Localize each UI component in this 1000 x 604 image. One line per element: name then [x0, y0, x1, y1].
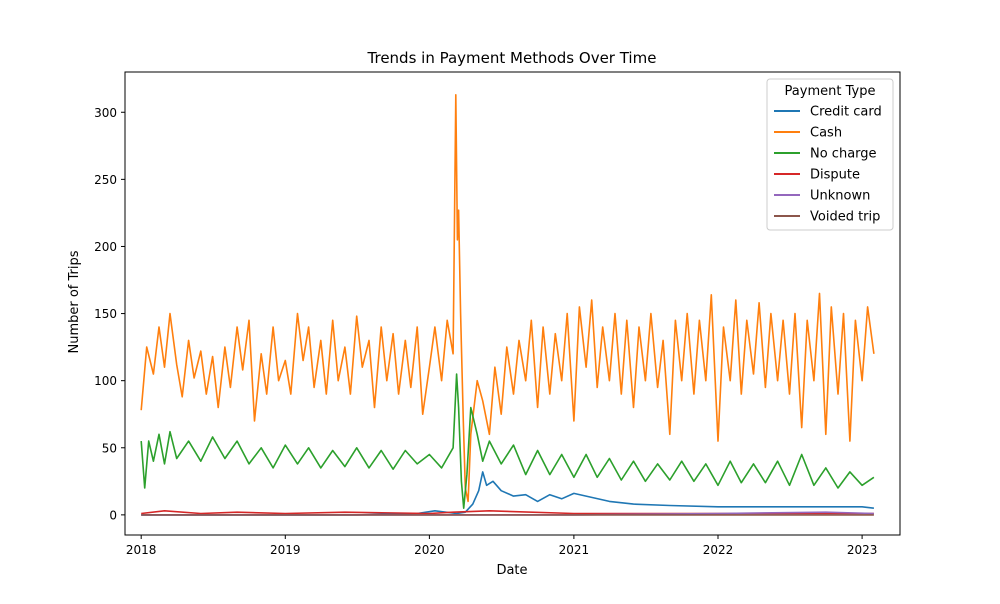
legend-label-dispute: Dispute — [810, 168, 860, 183]
y-tick-label: 0 — [109, 508, 117, 522]
x-tick-label: 2019 — [270, 543, 301, 557]
legend-label-no-charge: No charge — [810, 147, 877, 162]
chart-title: Trends in Payment Methods Over Time — [367, 49, 657, 67]
x-tick-label: 2022 — [703, 543, 734, 557]
x-axis-label: Date — [496, 563, 527, 578]
legend-box — [766, 78, 894, 231]
series-line-cash — [140, 94, 875, 503]
series-line-credit-card — [141, 471, 874, 516]
y-tick-label: 50 — [102, 441, 117, 455]
legend-title: Payment Type — [785, 84, 876, 99]
legend-label-voided-trip: Voided trip — [810, 210, 880, 225]
legend-items: Credit card Cash No charge Dispute Unknown Vo… — [774, 105, 882, 225]
y-tick-label: 200 — [94, 240, 117, 254]
y-axis-label: Number of Trips — [67, 250, 82, 353]
plot-lines — [140, 94, 875, 516]
y-tick-label: 100 — [94, 374, 117, 388]
legend-label-cash: Cash — [810, 126, 842, 141]
x-tick-label: 2020 — [414, 543, 445, 557]
y-tick-label: 300 — [94, 106, 117, 120]
x-tick-label: 2021 — [559, 543, 590, 557]
plot-frame — [124, 71, 901, 536]
x-axis-ticks: 2018 2019 2020 2021 2022 2023 — [126, 535, 877, 557]
legend-label-credit-card: Credit card — [810, 105, 882, 120]
legend-label-unknown: Unknown — [810, 189, 870, 204]
y-tick-label: 150 — [94, 307, 117, 321]
y-tick-label: 250 — [94, 173, 117, 187]
legend: Payment Type Credit card Cash No charge Dis… — [766, 78, 894, 231]
y-axis-ticks: 0 50 100 150 200 250 300 — [94, 106, 125, 522]
x-tick-label: 2023 — [847, 543, 878, 557]
series-line-no-charge — [140, 373, 875, 509]
x-tick-label: 2018 — [126, 543, 157, 557]
